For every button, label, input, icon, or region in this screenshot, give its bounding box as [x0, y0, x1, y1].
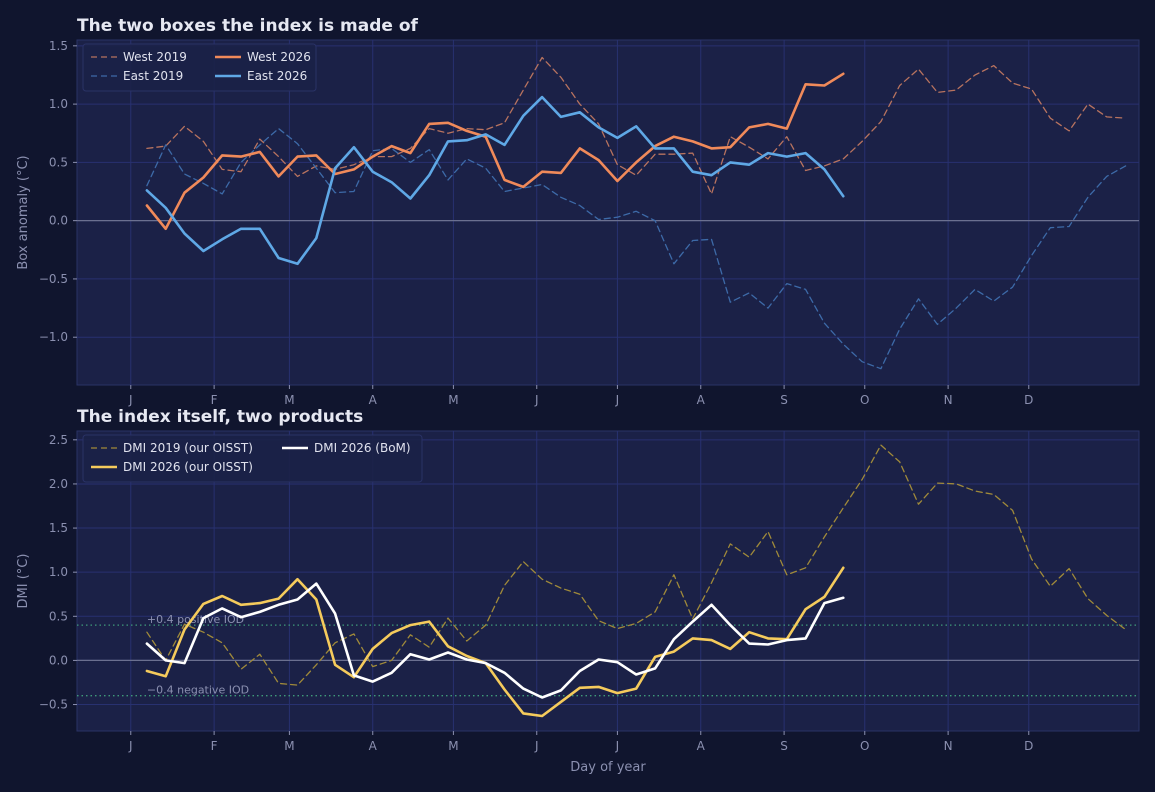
x-tick-label: N — [944, 393, 953, 407]
top-panel-box-anomalies: J F M A M J J A S O N D −1.0 −0.5 0.0 0.5 1.0 1.5 The two … — [16, 16, 1140, 407]
x-tick-label: A — [369, 393, 378, 407]
y-tick-label: 2.5 — [49, 433, 68, 447]
x-tick-label: J — [128, 739, 133, 753]
legend-entry: West 2019 — [123, 50, 187, 64]
x-tick-label: J — [615, 393, 620, 407]
y-tick-label: 2.0 — [49, 477, 68, 491]
chart-title: The index itself, two products — [77, 407, 363, 427]
x-tick-label: S — [780, 393, 788, 407]
x-tick-label: A — [697, 739, 706, 753]
legend — [82, 434, 423, 483]
x-tick-label: M — [284, 393, 294, 407]
legend-entry: DMI 2019 (our OISST) — [123, 441, 253, 455]
x-tick-label: J — [128, 393, 133, 407]
x-tick-label: J — [534, 739, 539, 753]
threshold-label: +0.4 positive IOD — [147, 613, 244, 626]
y-tick-label: 1.0 — [49, 97, 68, 111]
x-tick-label: M — [448, 393, 458, 407]
y-tick-label: 0.5 — [49, 155, 68, 169]
legend-entry: DMI 2026 (our OISST) — [123, 460, 253, 474]
y-tick-label: 1.5 — [49, 521, 68, 535]
x-tick-label: D — [1024, 393, 1033, 407]
y-tick-label: −1.0 — [39, 330, 68, 344]
series-east-2019 — [146, 127, 1127, 370]
x-tick-label: J — [615, 739, 620, 753]
y-tick-label: −0.5 — [39, 698, 68, 712]
y-tick-label: 0.0 — [49, 214, 68, 228]
legend-entry: West 2026 — [247, 50, 311, 64]
chart-title: The two boxes the index is made of — [77, 16, 418, 36]
x-tick-label: A — [369, 739, 378, 753]
y-tick-label: 1.5 — [49, 39, 68, 53]
x-tick-label: F — [211, 739, 218, 753]
x-tick-label: A — [697, 393, 706, 407]
x-tick-label: F — [211, 393, 218, 407]
legend-entry: East 2019 — [123, 69, 183, 83]
legend-entry: East 2026 — [247, 69, 307, 83]
x-tick-label: M — [284, 739, 294, 753]
x-tick-label: D — [1024, 739, 1033, 753]
y-tick-label: 0.0 — [49, 653, 68, 667]
legend-entry: DMI 2026 (BoM) — [314, 441, 411, 455]
threshold-label: −0.4 negative IOD — [147, 684, 249, 697]
y-axis-label: Box anomaly (°C) — [16, 155, 31, 269]
bottom-panel-dmi: J F M A M J J A S O N D −0.5 0.0 0.5 1.0 1.5 2.0 2.5 +0.4 p… — [16, 407, 1140, 775]
plot-area — [76, 39, 1140, 386]
series-west-2026 — [145, 72, 845, 231]
series-dmi-2019-our-oisst — [146, 444, 1127, 686]
x-tick-label: M — [448, 739, 458, 753]
series-dmi-2026-bom — [145, 582, 845, 699]
x-tick-label: N — [944, 739, 953, 753]
x-tick-label: O — [860, 739, 869, 753]
y-tick-label: 1.0 — [49, 565, 68, 579]
legend — [82, 43, 317, 92]
x-tick-label: O — [860, 393, 869, 407]
y-tick-label: −0.5 — [39, 272, 68, 286]
y-tick-label: 0.5 — [49, 609, 68, 623]
y-axis-label: DMI (°C) — [16, 554, 31, 609]
series-east-2026 — [145, 95, 845, 266]
x-axis-label: Day of year — [570, 760, 646, 775]
series-dmi-2026-our-oisst — [145, 566, 845, 718]
x-tick-label: S — [780, 739, 788, 753]
series-west-2019 — [146, 56, 1127, 195]
x-tick-label: J — [534, 393, 539, 407]
